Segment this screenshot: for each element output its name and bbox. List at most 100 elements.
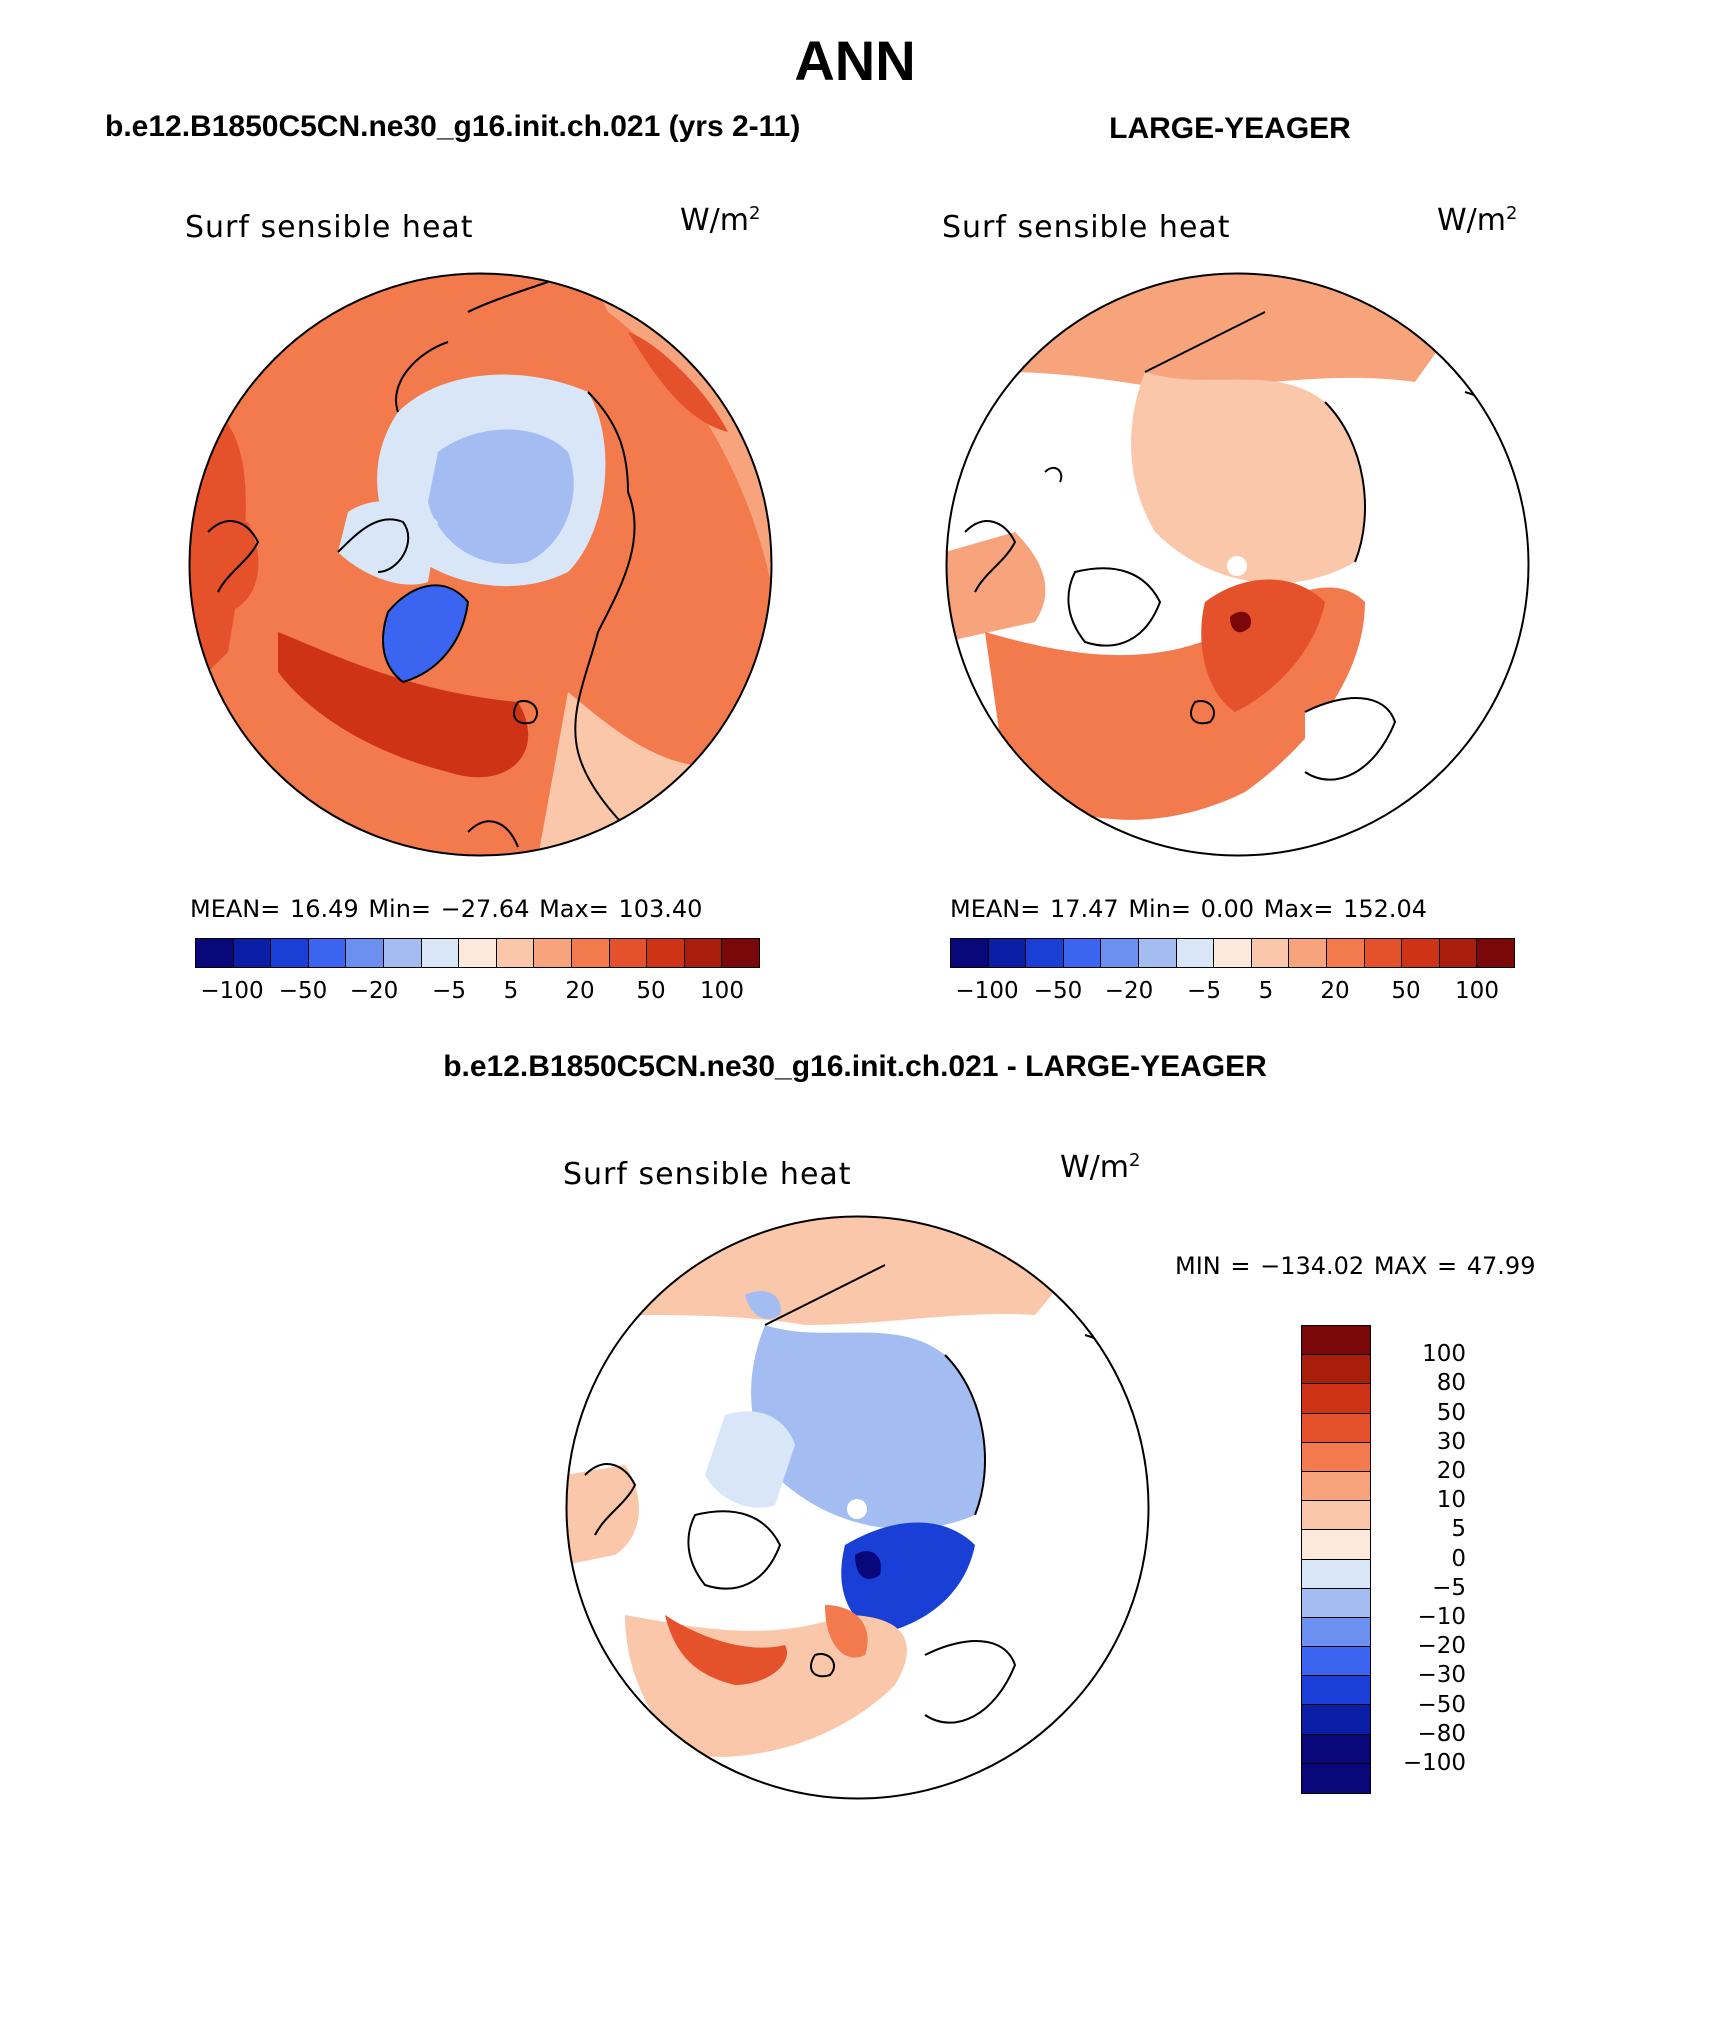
colorbar-swatch [722,939,759,967]
left-units-label: W/m2 [680,203,761,238]
colorbar-swatch [988,939,1027,967]
diff-colorbar-label: −50 [1417,1691,1466,1718]
left-colorbar-tick: −20 [349,978,399,1004]
colorbar-swatch [951,939,989,967]
colorbar-swatch [233,939,272,967]
diff-map-field-barents [841,1522,975,1635]
diff-map-field-north [625,1217,1085,1325]
right-stats: MEAN= 17.47 Min= 0.00 Max= 152.04 [950,895,1428,923]
diff-colorbar-label: 50 [1436,1399,1466,1426]
diff-stats: MIN = −134.02 MAX = 47.99 [1175,1252,1536,1280]
diff-colorbar-label: −20 [1417,1633,1466,1660]
diff-colorbar-label: 0 [1451,1545,1466,1572]
left-map-field-siberia [628,332,728,432]
colorbar-swatch [1302,1617,1370,1648]
colorbar-swatch [1302,1384,1370,1414]
diff-colorbar-label: −100 [1402,1750,1466,1776]
colorbar-swatch [308,939,347,967]
right-colorbar-tick: −50 [1033,978,1083,1004]
right-colorbar-tick: −5 [1187,978,1221,1004]
right-map-field-greenland [1068,568,1160,646]
diff-colorbar-label: 20 [1436,1458,1466,1484]
right-map-field-north [1005,274,1465,392]
left-panel-header: b.e12.B1850C5CN.ne30_g16.init.ch.021 (yr… [105,110,801,143]
right-colorbar [950,938,1515,968]
colorbar-swatch [1302,1676,1370,1706]
diff-map-field-archipelago [705,1411,795,1508]
diff-colorbar-label: −80 [1417,1720,1466,1747]
colorbar-swatch [421,939,460,967]
diff-map-field-north-neg [745,1291,781,1319]
diff-map-field-alaska [566,1465,639,1565]
colorbar-swatch [684,939,723,967]
right-map-pole-hole [1227,556,1247,576]
colorbar-swatch [1302,1326,1370,1356]
right-map-field-alaska [946,532,1046,642]
diff-colorbar-label: 5 [1451,1516,1466,1543]
left-colorbar-tick: 5 [503,978,519,1004]
diff-colorbar-label: −10 [1417,1604,1466,1630]
right-colorbar-tick: 50 [1391,978,1421,1004]
diff-colorbar-label: 10 [1436,1487,1466,1514]
colorbar-swatch [1302,1501,1370,1531]
colorbar-swatch [1326,939,1365,967]
diff-colorbar-label: 80 [1436,1370,1466,1397]
right-map-field-scandinavia [1305,698,1395,780]
difference-panel-header: b.e12.B1850C5CN.ne30_g16.init.ch.021 - L… [443,1050,1267,1083]
left-colorbar-tick: 20 [565,978,595,1004]
right-colorbar-ticks: −100 −50 −20 −5 5 20 50 100 [950,978,1515,1008]
colorbar-swatch [1214,939,1252,967]
colorbar-swatch [196,939,234,967]
page-title: ANN [794,29,916,92]
colorbar-swatch [1402,939,1440,967]
right-map-field-barents [1201,579,1325,712]
diff-variable-label: Surf sensible heat [563,1157,852,1192]
left-map-field-arctic-center [428,429,574,564]
left-colorbar [195,938,760,968]
left-map-field-archipelago [338,501,438,585]
diff-map-field-greenland [688,1511,780,1589]
diff-colorbar-label: −30 [1417,1662,1466,1689]
diff-map-field-norwegian [825,1605,868,1658]
colorbar-swatch [1477,939,1514,967]
colorbar-swatch [1302,1705,1370,1735]
diff-map-field-gulfstream [665,1615,787,1685]
colorbar-swatch [1176,939,1215,967]
colorbar-swatch [1302,1442,1370,1472]
right-colorbar-tick: −100 [955,978,1019,1004]
diff-map-coastlines [584,1264,1126,1724]
diff-map-field-arctic-ocean [751,1325,985,1530]
colorbar-swatch [1302,1413,1370,1443]
colorbar-swatch [1439,939,1478,967]
diff-units-label: W/m2 [1060,1150,1141,1185]
right-panel-header: LARGE-YEAGER [1109,112,1351,145]
colorbar-swatch [534,939,572,967]
right-map-field-arctic-ocean [1131,372,1365,584]
left-variable-label: Surf sensible heat [185,210,474,245]
left-stats: MEAN= 16.49 Min= −27.64 Max= 103.40 [190,895,703,923]
right-colorbar-tick: −20 [1104,978,1154,1004]
left-map-field-alaska [189,522,259,622]
colorbar-swatch [383,939,422,967]
colorbar-swatch [1302,1734,1370,1764]
diff-colorbar-label: 30 [1436,1428,1466,1455]
right-colorbar-tick: 20 [1320,978,1350,1004]
left-map-field-atlantic [278,632,529,778]
diff-colorbar-label: −5 [1432,1574,1466,1601]
difference-polar-map [565,1215,1150,1800]
colorbar-swatch [346,939,384,967]
colorbar-swatch [1101,939,1139,967]
colorbar-swatch [496,939,535,967]
left-colorbar-tick: 50 [636,978,666,1004]
left-colorbar-tick: −100 [200,978,264,1004]
colorbar-swatch [1026,939,1064,967]
diff-colorbar-label: 100 [1422,1341,1466,1368]
left-colorbar-tick: −50 [278,978,328,1004]
colorbar-swatch [1302,1355,1370,1385]
colorbar-swatch [1302,1471,1370,1502]
right-units-label: W/m2 [1437,203,1518,238]
colorbar-swatch [1364,939,1403,967]
right-colorbar-tick: 100 [1455,978,1499,1004]
left-colorbar-ticks: −100 −50 −20 −5 5 20 50 100 [195,978,760,1008]
colorbar-swatch [1302,1559,1370,1589]
